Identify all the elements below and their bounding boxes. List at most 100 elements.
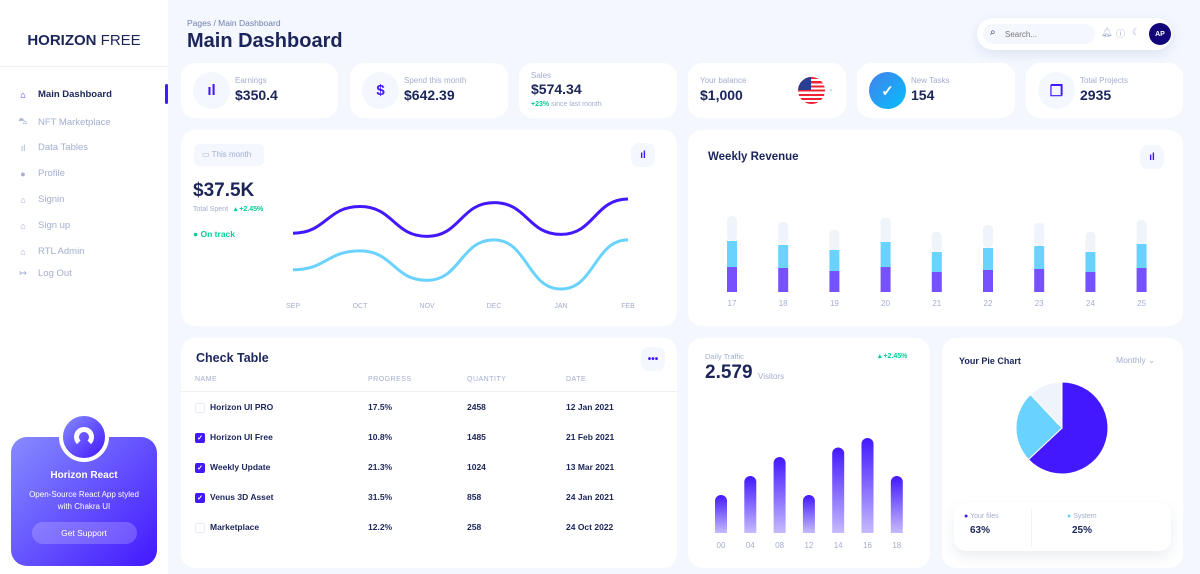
- sidebar-item-profile[interactable]: ● Profile: [18, 168, 65, 179]
- brand-logo: HORIZON FREE: [27, 32, 141, 49]
- x-tick-label: NOV: [419, 303, 435, 310]
- bar-segment: [1136, 220, 1147, 244]
- row-progress: 10.8%: [368, 432, 393, 442]
- legend-your-files: ● Your files: [964, 513, 999, 520]
- check-circle-icon: ●: [193, 229, 199, 239]
- row-checkbox[interactable]: [195, 523, 205, 533]
- check-table-card: Check Table ••• NAME PROGRESS QUANTITY D…: [181, 338, 677, 568]
- bar-segment: [1034, 223, 1045, 246]
- sidebar-item-nft-marketplace[interactable]: ⛍ NFT Marketplace: [18, 116, 111, 128]
- home-icon: ⌂: [20, 89, 26, 100]
- line-series-1: [292, 197, 629, 238]
- pie-chart-title: Your Pie Chart: [959, 356, 1021, 366]
- x-tick-label: 12: [804, 541, 813, 550]
- sidebar-item-data-tables[interactable]: ıl Data Tables: [18, 142, 88, 153]
- bar-segment: [1085, 272, 1096, 292]
- line-chart: SEP OCT NOV DEC JAN FEB: [286, 197, 635, 310]
- x-tick-label: 18: [892, 541, 901, 550]
- chart-options-button[interactable]: ıl: [631, 143, 655, 167]
- row-name: Horizon UI Free: [210, 432, 273, 442]
- chart-options-button[interactable]: ıl: [1140, 145, 1164, 169]
- row-checkbox[interactable]: ✓: [195, 493, 205, 503]
- stat-card-sales: Sales $574.34 +23% since last month: [519, 63, 677, 118]
- x-tick-label: 25: [1137, 299, 1146, 308]
- column-header-quantity[interactable]: QUANTITY: [467, 376, 507, 383]
- column-header-name[interactable]: NAME: [195, 376, 218, 383]
- moon-icon[interactable]: ☾: [1132, 27, 1141, 37]
- stat-card-spend: $ Spend this month $642.39: [350, 63, 508, 118]
- chevron-down-icon[interactable]: ⌄: [828, 86, 834, 93]
- task-check-icon: ✓: [869, 72, 906, 109]
- daily-traffic-card: Daily Traffic 2.579 Visitors ▴ +2.45% 00…: [688, 338, 930, 568]
- breadcrumb[interactable]: Pages / Main Dashboard: [187, 18, 281, 28]
- x-tick-label: 14: [834, 541, 843, 550]
- x-tick-label: 17: [728, 299, 737, 308]
- pie-slice: [1015, 393, 1063, 461]
- status-on-track: ● On track: [193, 229, 236, 239]
- row-date: 24 Oct 2022: [566, 522, 614, 532]
- row-checkbox[interactable]: ✓: [195, 433, 205, 443]
- row-checkbox[interactable]: [195, 403, 205, 413]
- period-dropdown[interactable]: Monthly ⌄: [1116, 355, 1156, 365]
- legend-system-value: 25%: [1072, 525, 1093, 536]
- bar-segment: [1136, 268, 1147, 292]
- x-tick-label: 18: [779, 299, 788, 308]
- pie-chart-card: Your Pie Chart Monthly ⌄ ● Your files 63…: [942, 338, 1183, 568]
- row-name: Venus 3D Asset: [210, 492, 274, 502]
- row-quantity: 1024: [467, 462, 486, 472]
- sidebar-item-main-dashboard[interactable]: ⌂ Main Dashboard: [18, 89, 112, 100]
- x-tick-label: DEC: [487, 303, 502, 310]
- row-checkbox[interactable]: ✓: [195, 463, 205, 473]
- stat-label: Earnings: [235, 76, 267, 85]
- bar-segment: [880, 242, 891, 267]
- active-indicator: [165, 84, 168, 104]
- stat-value: $1,000: [700, 87, 743, 103]
- total-spent-value: $37.5K: [193, 180, 255, 201]
- home-icon: ⌂: [20, 220, 26, 231]
- us-flag-icon[interactable]: [798, 77, 825, 104]
- bar-segment: [880, 218, 891, 242]
- daily-traffic-bar-chart: 00 04 08 12 14 16 18: [715, 438, 903, 550]
- daily-traffic-unit: Visitors: [758, 372, 785, 381]
- row-date: 21 Feb 2021: [566, 432, 615, 442]
- bar-segment: [829, 230, 840, 250]
- bar-chart-icon: ıl: [640, 149, 646, 161]
- stat-value: 2935: [1080, 87, 1112, 103]
- bar-segment: [931, 232, 942, 252]
- bar-segment: [778, 268, 789, 292]
- stat-label: New Tasks: [911, 76, 950, 85]
- total-spent-card: ▭ This month ıl $37.5K Total Spent ▴ +2.…: [181, 130, 677, 326]
- check-table-title: Check Table: [196, 351, 269, 365]
- more-options-button[interactable]: •••: [641, 347, 665, 371]
- weekly-revenue-card: Weekly Revenue ıl 17 18 19 20 21 22 23 24 25: [688, 130, 1183, 326]
- daily-traffic-label: Daily Traffic: [705, 352, 745, 361]
- column-header-date[interactable]: DATE: [566, 376, 587, 383]
- column-header-progress[interactable]: PROGRESS: [368, 376, 412, 383]
- bar-segment: [983, 225, 993, 248]
- bar-segment: [778, 222, 789, 245]
- bar-segment: [727, 241, 737, 267]
- bar-segment: [983, 270, 993, 292]
- x-tick-label: OCT: [353, 303, 369, 310]
- bar-segment: [1034, 269, 1045, 292]
- x-tick-label: 24: [1086, 299, 1095, 308]
- table-row: ✓ Venus 3D Asset 31.5% 858 24 Jan 2021: [181, 492, 677, 506]
- search-input[interactable]: [983, 24, 1095, 44]
- row-date: 12 Jan 2021: [566, 402, 614, 412]
- total-spent-delta: ▴ +2.45%: [233, 206, 264, 213]
- period-select[interactable]: ▭ This month: [194, 144, 264, 166]
- bell-icon[interactable]: 🔔︎: [1101, 27, 1113, 37]
- row-date: 13 Mar 2021: [566, 462, 615, 472]
- sidebar-item-signin[interactable]: ⌂ Signin: [18, 194, 64, 205]
- sidebar-item-rtl-admin[interactable]: ⌂ RTL Admin: [18, 246, 84, 257]
- avatar[interactable]: AP: [1149, 23, 1171, 45]
- divider: [181, 391, 677, 392]
- sidebar-item-sign-up[interactable]: ⌂ Sign up: [18, 220, 70, 231]
- info-icon[interactable]: ⓘ: [1116, 29, 1126, 39]
- sidebar-item-log-out[interactable]: ↦ Log Out: [19, 268, 72, 279]
- table-row: ✓ Weekly Update 21.3% 1024 13 Mar 2021: [181, 462, 677, 476]
- traffic-bar: [890, 476, 903, 533]
- get-support-button[interactable]: Get Support: [31, 522, 137, 544]
- stat-value: $574.34: [531, 81, 582, 97]
- more-horizontal-icon: •••: [647, 353, 659, 365]
